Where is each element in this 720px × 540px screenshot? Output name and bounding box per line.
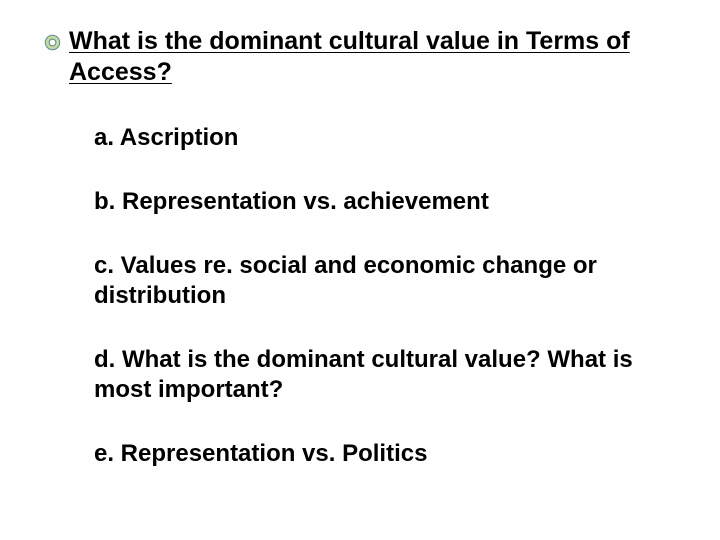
- option-a: a. Ascription: [94, 123, 660, 153]
- title-row: What is the dominant cultural value in T…: [70, 26, 660, 89]
- option-d: d. What is the dominant cultural value? …: [94, 345, 660, 405]
- option-e: e. Representation vs. Politics: [94, 439, 660, 469]
- option-b: b. Representation vs. achievement: [94, 187, 660, 217]
- option-c: c. Values re. social and economic change…: [94, 251, 660, 311]
- options-list: a. Ascription b. Representation vs. achi…: [70, 123, 660, 469]
- slide-title: What is the dominant cultural value in T…: [69, 26, 660, 89]
- ring-bullet-icon: [44, 34, 61, 51]
- slide: What is the dominant cultural value in T…: [0, 0, 720, 540]
